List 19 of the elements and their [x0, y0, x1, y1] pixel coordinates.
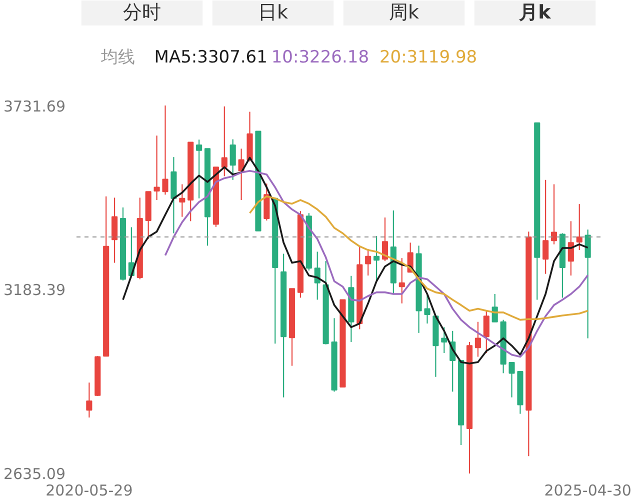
text: 分时 — [123, 2, 161, 24]
line-series — [248, 195, 589, 321]
legend-title: 均线 — [100, 48, 136, 68]
x-tick-label: 2025-04-30 — [544, 482, 632, 498]
candlestick — [424, 294, 430, 324]
text: 20:3119.98 — [379, 48, 478, 68]
line-series — [164, 170, 589, 358]
x-tick-label: 2020-05-29 — [46, 482, 133, 498]
candlestick — [162, 106, 168, 195]
y-tick-label: 2635.09 — [3, 465, 66, 483]
y-tick-label: 3731.69 — [3, 98, 66, 116]
text: 10:3226.18 — [271, 48, 370, 68]
text: 周k — [389, 2, 420, 24]
y-tick-label: 3183.39 — [3, 281, 66, 299]
candlestick — [154, 136, 160, 200]
text: 月k — [518, 2, 552, 24]
text: MA5:3307.61 — [154, 48, 268, 68]
candlestick — [508, 362, 515, 398]
text: 日k — [258, 2, 288, 24]
